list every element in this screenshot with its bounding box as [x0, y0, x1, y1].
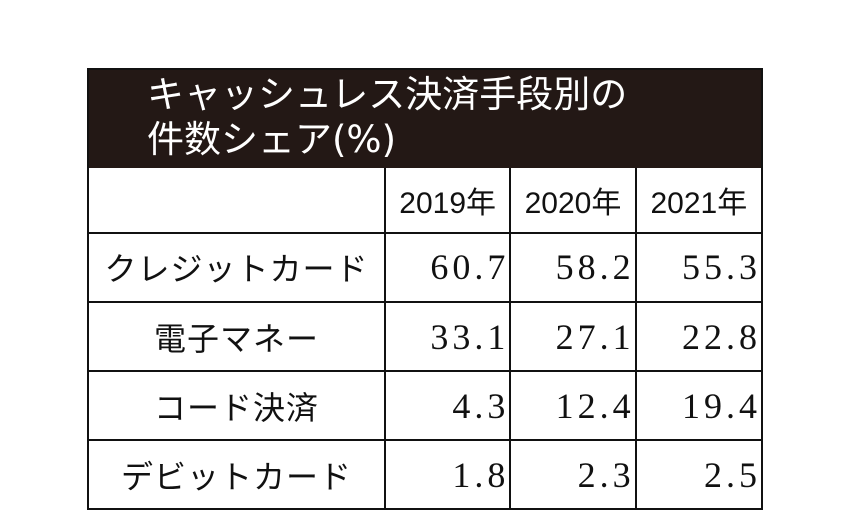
value-cell: 2.5 — [634, 439, 761, 508]
value-cell: 4.3 — [383, 370, 512, 442]
table-row: デビットカード 1.8 2.3 2.5 — [89, 439, 761, 508]
value-cell: 55.3 — [634, 231, 761, 303]
value-cell: 58.2 — [509, 231, 637, 303]
value-cell: 19.4 — [634, 370, 761, 442]
value-cell: 33.1 — [383, 300, 512, 373]
value-cell: 60.7 — [383, 231, 512, 303]
row-label-code-payment: コード決済 — [89, 370, 386, 442]
value-cell: 1.8 — [383, 439, 512, 508]
table-row: クレジットカード 60.7 58.2 55.3 — [89, 231, 761, 303]
table-row: 電子マネー 33.1 27.1 22.8 — [89, 300, 761, 373]
value-cell: 12.4 — [509, 370, 637, 442]
table-row: コード決済 4.3 12.4 19.4 — [89, 370, 761, 442]
table-header: キャッシュレス決済手段別の 件数シェア(%) — [89, 70, 761, 168]
chart-title-line-2: 件数シェア(%) — [147, 118, 397, 161]
value-cell: 22.8 — [634, 300, 761, 373]
row-label-credit-card: クレジットカード — [89, 231, 386, 303]
corner-cell — [89, 168, 386, 234]
column-header-2020: 2020年 — [509, 168, 637, 234]
data-table: 2019年 2020年 2021年 クレジットカード 60.7 58.2 55.… — [89, 168, 761, 508]
share-table-card: キャッシュレス決済手段別の 件数シェア(%) 2019年 2020年 2021年… — [87, 68, 763, 510]
row-label-e-money: 電子マネー — [89, 300, 386, 373]
column-header-2019: 2019年 — [383, 168, 512, 234]
value-cell: 2.3 — [509, 439, 637, 508]
value-cell: 27.1 — [509, 300, 637, 373]
chart-title-line-1: キャッシュレス決済手段別の — [147, 73, 628, 116]
column-header-2021: 2021年 — [634, 168, 761, 234]
row-label-debit-card: デビットカード — [89, 439, 386, 508]
header-row: 2019年 2020年 2021年 — [89, 168, 761, 234]
